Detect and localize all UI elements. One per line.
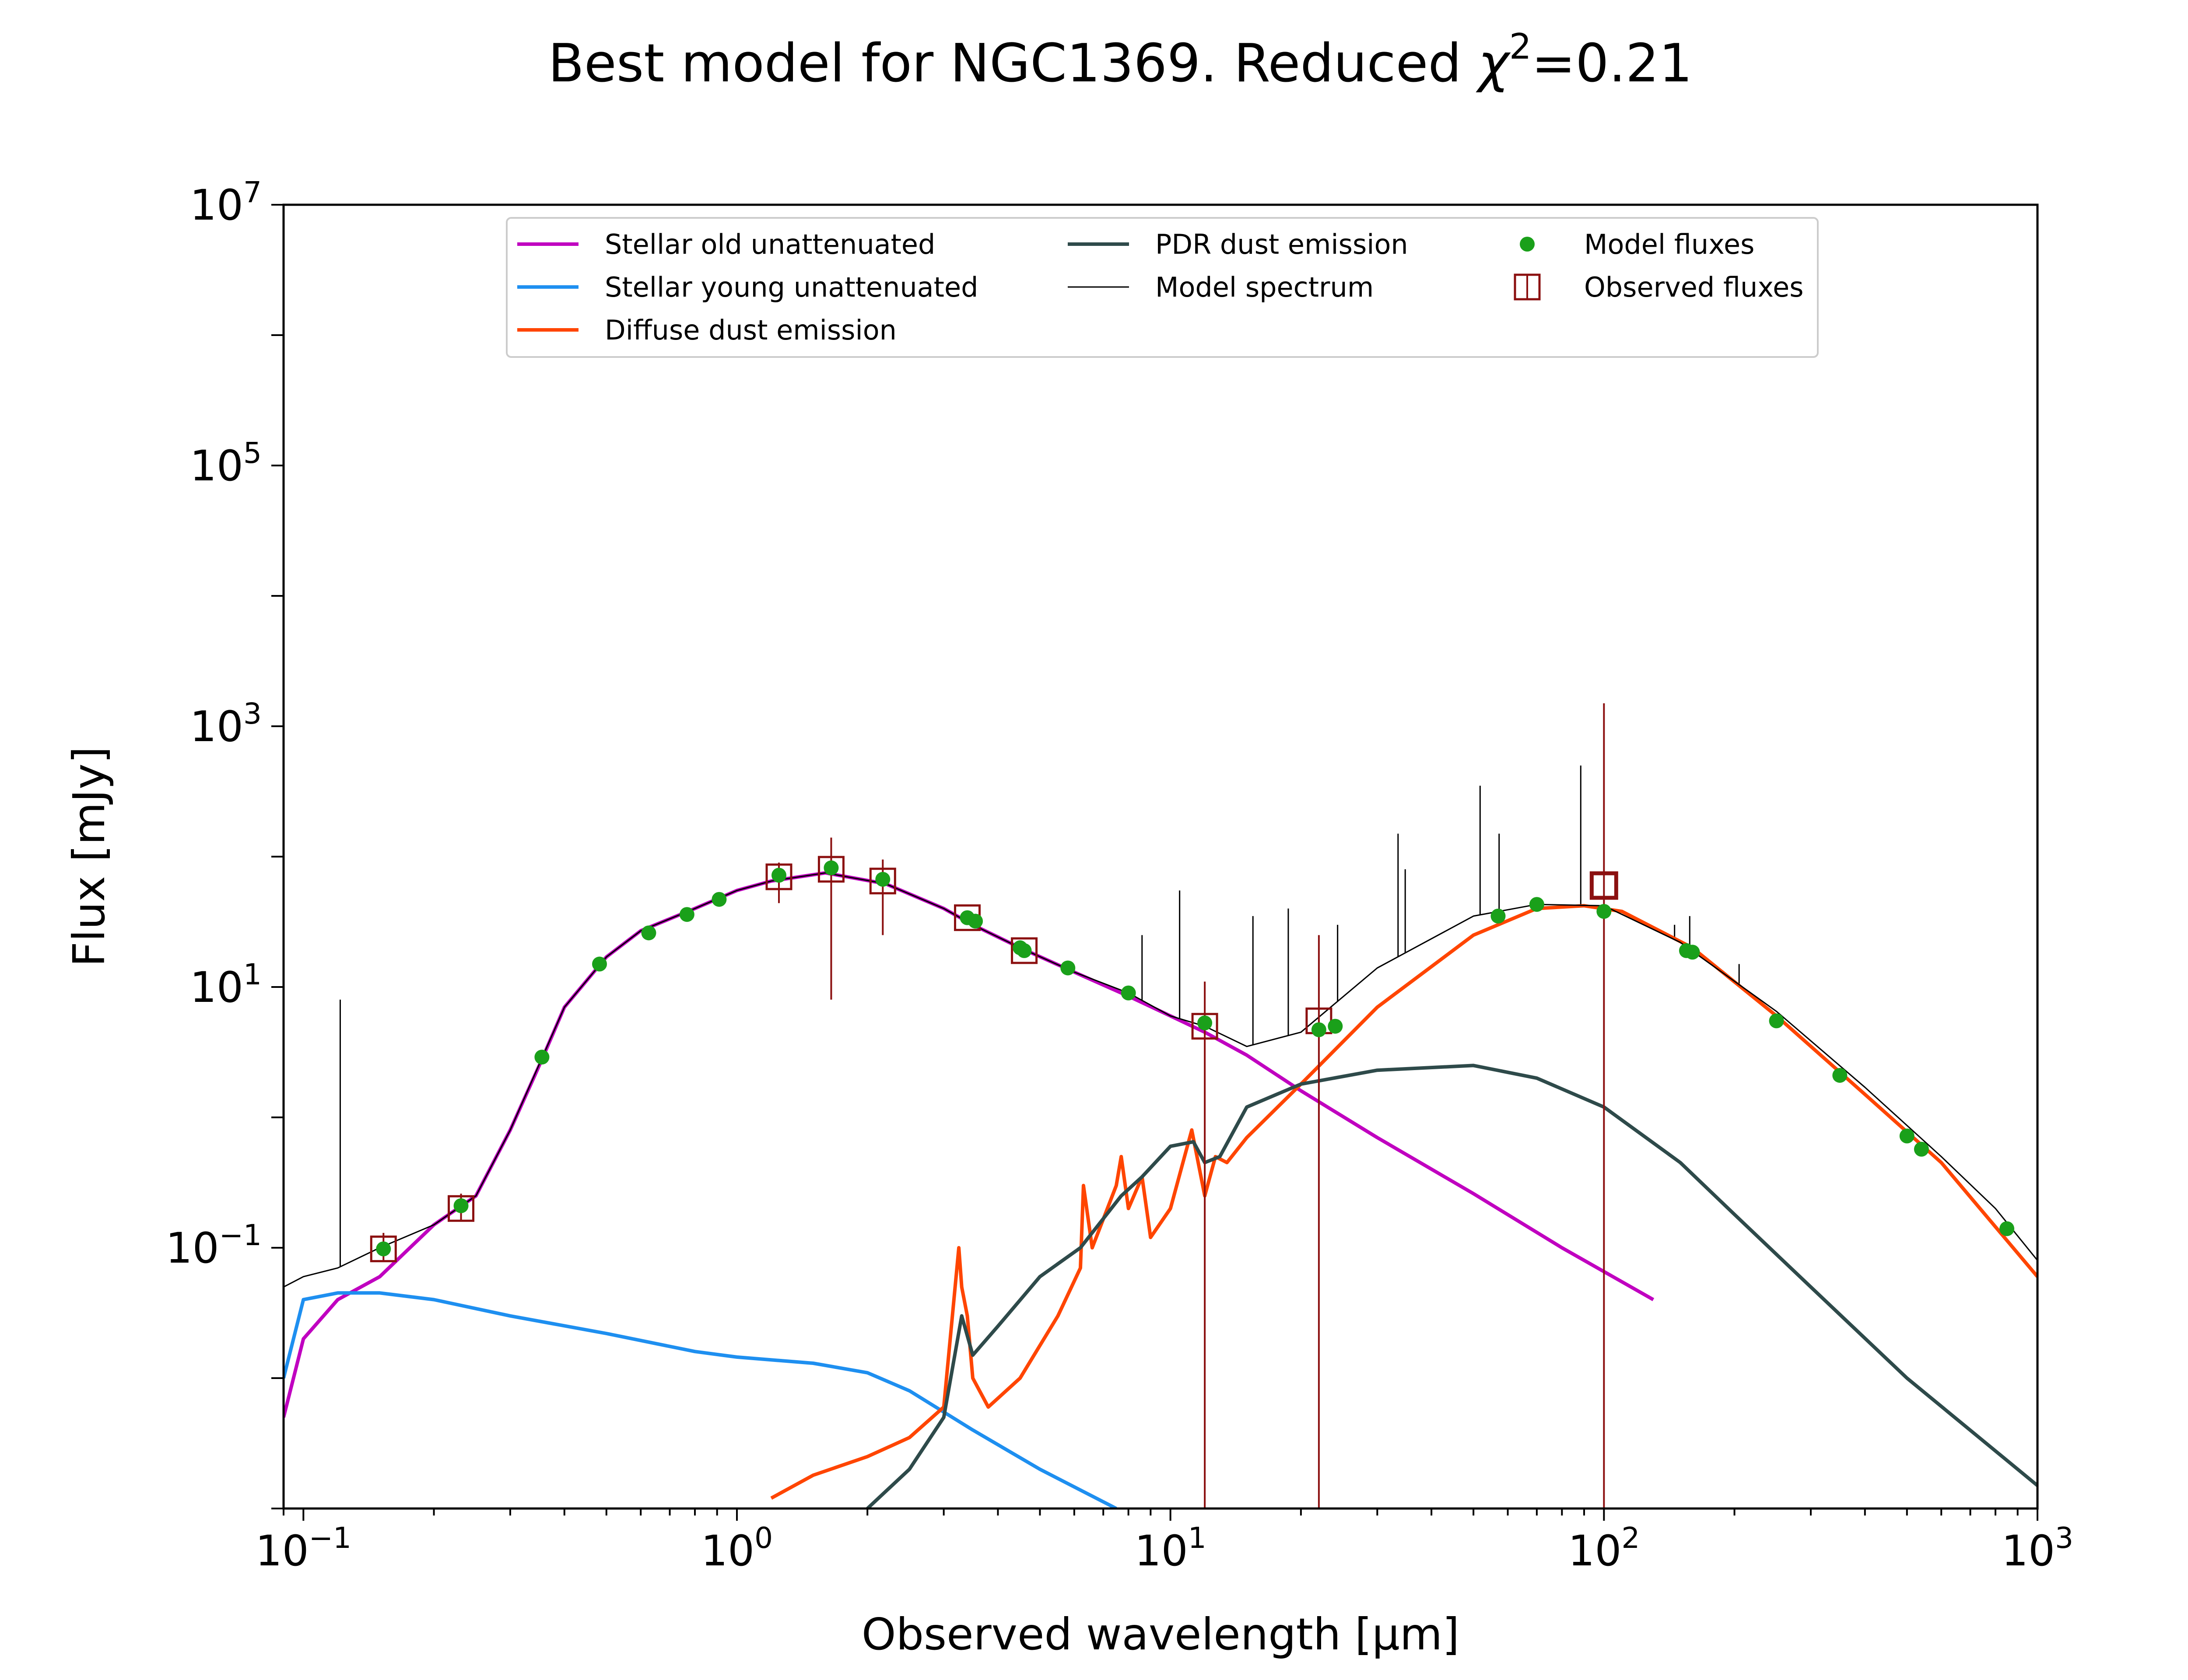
model-flux-point (875, 872, 891, 887)
legend-item-observed-fluxes: Observed fluxes (1514, 271, 1804, 303)
model-flux-point (1769, 1013, 1784, 1029)
legend-item-pdr-dust-emission: PDR dust emission (1068, 228, 1408, 260)
x-tick-label: 102 (1568, 1521, 1640, 1575)
model-flux-point (1899, 1128, 1914, 1144)
observed-flux-point (1191, 1013, 1218, 1040)
y-tick-label: 107 (190, 175, 262, 230)
model-flux-point (376, 1241, 391, 1256)
legend-item-model-fluxes: Model fluxes (1520, 228, 1754, 260)
chart-title-sup: 2 (1509, 26, 1532, 67)
y-tick-label: 105 (190, 436, 262, 490)
legend-label: Observed fluxes (1584, 271, 1804, 303)
observed-flux-point (869, 868, 896, 895)
legend-label: Stellar young unattenuated (605, 271, 978, 303)
y-axis-label: Flux [mJy] (63, 746, 115, 967)
legend-item-stellar-old-unattenuated: Stellar old unattenuated (517, 228, 935, 260)
legend-label: Model spectrum (1155, 271, 1374, 303)
legend-box (506, 217, 1819, 358)
x-tick-label: 101 (1135, 1521, 1206, 1575)
observed-flux-point (817, 856, 845, 883)
model-flux-point (1017, 943, 1032, 958)
legend-swatch (1520, 237, 1535, 252)
observed-flux-point (1011, 937, 1038, 964)
model-flux-point (1914, 1141, 1929, 1157)
y-tick-label: 103 (190, 697, 262, 751)
x-tick-label: 100 (701, 1521, 773, 1575)
model-flux-point (1685, 945, 1700, 960)
model-flux-point (1197, 1015, 1213, 1031)
chart-title-prefix: Best model for NGC1369. Reduced (548, 33, 1478, 94)
model-flux-point (592, 956, 607, 972)
model-flux-point (712, 892, 727, 907)
observed-flux-point (370, 1236, 397, 1263)
chart-title-suffix: =0.21 (1532, 33, 1693, 94)
legend-label: Diffuse dust emission (605, 314, 897, 346)
model-flux-point (1999, 1221, 2015, 1236)
chart-title-chi: χ (1476, 33, 1511, 94)
y-tick-label: 10−1 (166, 1218, 262, 1273)
chart-title: Best model for NGC1369. Reduced χ2=0.21 (548, 26, 1693, 94)
model-flux-point (1529, 897, 1544, 912)
observed-flux-point (1589, 871, 1618, 900)
plot-points (370, 703, 2015, 1508)
model-flux-point (1596, 904, 1612, 919)
legend-item-model-spectrum: Model spectrum (1068, 271, 1374, 303)
model-flux-point (968, 914, 983, 929)
legend-label: Stellar old unattenuated (605, 228, 935, 260)
x-tick-label: 10−1 (256, 1521, 351, 1575)
legend-label: Model fluxes (1584, 228, 1754, 260)
model-flux-point (1121, 985, 1136, 1001)
model-flux-point (824, 860, 839, 875)
axis-ticks: 10−1 100 101 102 103 10−1 101 103 105 107 (166, 175, 2074, 1575)
model-flux-point (1832, 1068, 1848, 1083)
observed-flux-point (765, 863, 792, 890)
model-flux-point (771, 868, 787, 883)
legend: Stellar old unattenuated Stellar young un… (506, 217, 1819, 358)
legend-item-diffuse-dust-emission: Diffuse dust emission (517, 314, 897, 346)
y-tick-label: 101 (190, 958, 262, 1012)
model-flux-point (1328, 1018, 1343, 1034)
series-line-stellar-young-unattenuated (284, 1291, 1117, 1508)
series-line-model-spectrum (284, 872, 2037, 1288)
model-flux-point (1311, 1022, 1326, 1037)
legend-item-stellar-young-unattenuated: Stellar young unattenuated (517, 271, 978, 303)
model-flux-point (641, 925, 656, 941)
model-flux-point (679, 907, 694, 922)
observed-flux-point (448, 1195, 475, 1222)
legend-label: PDR dust emission (1155, 228, 1408, 260)
model-flux-point (1060, 960, 1076, 976)
model-flux-point (453, 1198, 469, 1213)
x-tick-label: 103 (2002, 1521, 2073, 1575)
model-flux-point (1490, 908, 1506, 924)
model-flux-point (534, 1050, 550, 1065)
x-axis-label: Observed wavelength [μm] (862, 1609, 1459, 1660)
